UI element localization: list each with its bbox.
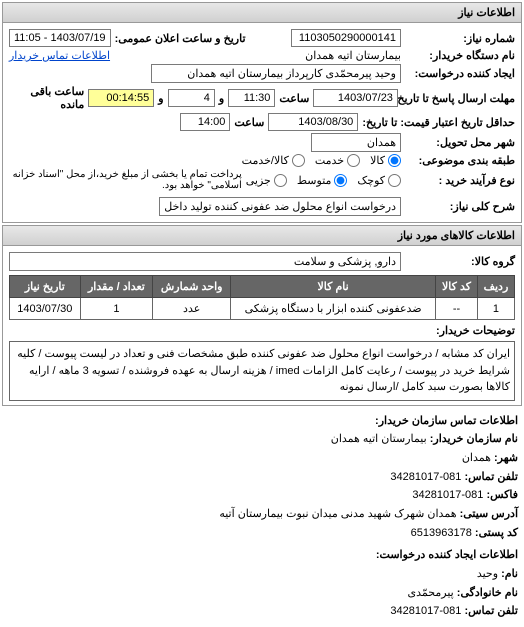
process-note: پرداخت تمام یا بخشی از مبلغ خرید،از محل … (9, 169, 242, 191)
col-date: تاریخ نیاز (10, 276, 81, 298)
cell-name: ضدعفونی کننده ابزار با دستگاه پزشکی (231, 298, 436, 320)
need-info-header: اطلاعات نیاز (3, 3, 521, 23)
city-label: شهر محل تحویل: (405, 136, 515, 149)
group-label: گروه کالا: (405, 255, 515, 268)
deadline-label: مهلت ارسال پاسخ تا تاریخ: (402, 92, 515, 105)
pub-time-label: تاریخ و ساعت اعلان عمومی: (115, 32, 246, 45)
remain-day: 4 (168, 89, 215, 107)
fax-value: 081-34281017 (412, 489, 483, 501)
process-radios: کوچک متوسط جزیی (246, 174, 401, 187)
goods-table: ردیف کد کالا نام کالا واحد شمارش تعداد /… (9, 275, 515, 320)
tel-value: 081-34281017 (390, 471, 461, 483)
tel-label: تلفن تماس: (464, 471, 518, 483)
goods-info-header: اطلاعات کالاهای مورد نیاز (3, 226, 521, 246)
contact-city-label: شهر: (494, 452, 518, 464)
table-row: 1 -- ضدعفونی کننده ابزار با دستگاه پزشکی… (10, 298, 515, 320)
table-header-row: ردیف کد کالا نام کالا واحد شمارش تعداد /… (10, 276, 515, 298)
contact-section: اطلاعات تماس سازمان خریدار: نام سازمان خ… (6, 412, 518, 622)
tel2-label: تلفن تماس: (464, 605, 518, 617)
remain-time: 00:14:55 (88, 89, 154, 107)
org-value: بیمارستان اتیه همدان (331, 433, 427, 445)
buyer-contact-link[interactable]: اطلاعات تماس خریدار (9, 49, 110, 62)
contact-city-value: همدان (462, 452, 491, 464)
cell-code: -- (436, 298, 478, 320)
price-valid-date: 1403/08/30 (268, 113, 358, 131)
subject-opt-goods[interactable]: کالا (370, 154, 401, 167)
contact-hdr2: اطلاعات ایجاد کننده درخواست: (6, 546, 518, 565)
fname-label: نام: (501, 568, 518, 580)
post-value: 6513963178 (411, 527, 472, 539)
city-value: همدان (311, 133, 401, 152)
org-label: نام سازمان خریدار: (430, 433, 518, 445)
process-opt-partial[interactable]: جزیی (246, 174, 287, 187)
creator-value: وحید پیرمحمّدی کارپرداز بیمارستان اتیه ه… (151, 64, 401, 83)
lname-value: پیرمحمّدی (408, 587, 454, 599)
subject-opt-both[interactable]: کالا/خدمت (242, 154, 305, 167)
deadline-date: 1403/07/23 (313, 89, 398, 107)
process-opt-medium[interactable]: متوسط (297, 174, 348, 187)
buyer-label: نام دستگاه خریدار: (405, 49, 515, 62)
price-valid-label: حداقل تاریخ اعتبار قیمت: تا تاریخ: (362, 116, 515, 129)
subject-type-label: طبقه بندی موضوعی: (405, 154, 515, 167)
need-desc-value: درخواست انواع محلول ضد عفونی کننده تولید… (159, 197, 401, 216)
need-no-label: شماره نیاز: (405, 32, 515, 45)
remain-day-label: و (219, 92, 224, 105)
cell-qty: 1 (80, 298, 153, 320)
post-label: کد پستی: (475, 527, 518, 539)
fname-value: وحید (477, 568, 498, 580)
cell-idx: 1 (477, 298, 514, 320)
contact-hdr1: اطلاعات تماس سازمان خریدار: (6, 412, 518, 431)
process-opt-small[interactable]: کوچک (357, 174, 401, 187)
subject-opt-service[interactable]: خدمت (315, 154, 360, 167)
group-value: دارو, پزشکی و سلامت (9, 252, 401, 271)
buyer-desc-value: ایران کد مشابه / درخواست انواع محلول ضد … (9, 341, 515, 401)
addr-label: آدرس سیتی: (460, 508, 518, 520)
cell-date: 1403/07/30 (10, 298, 81, 320)
deadline-hour: 11:30 (228, 89, 275, 107)
deadline-hour-label: ساعت (279, 92, 309, 105)
price-valid-hour-label: ساعت (234, 116, 264, 129)
need-desc-label: شرح کلی نیاز: (405, 200, 515, 213)
subject-type-radios: کالا خدمت کالا/خدمت (242, 154, 401, 167)
addr-value: همدان شهرک شهید مدنی میدان نبوت بیمارستا… (219, 508, 456, 520)
goods-info-panel: اطلاعات کالاهای مورد نیاز گروه کالا: دار… (2, 225, 522, 406)
buyer-value: بیمارستان اتیه همدان (305, 49, 401, 62)
lname-label: نام خانوادگی: (457, 587, 518, 599)
pub-time-value: 1403/07/19 - 11:05 (9, 29, 111, 47)
col-code: کد کالا (436, 276, 478, 298)
buyer-desc-label: توضیحات خریدار: (405, 324, 515, 337)
need-no-value: 1103050290000141 (291, 29, 401, 47)
col-qty: تعداد / مقدار (80, 276, 153, 298)
fax-label: فاکس: (486, 489, 518, 501)
col-name: نام کالا (231, 276, 436, 298)
need-info-panel: اطلاعات نیاز شماره نیاز: 110305029000014… (2, 2, 522, 223)
cell-unit: عدد (153, 298, 231, 320)
col-idx: ردیف (477, 276, 514, 298)
remain-suffix: ساعت باقی مانده (9, 85, 84, 111)
creator-label: ایجاد کننده درخواست: (405, 67, 515, 80)
process-label: نوع فرآیند خرید : (405, 174, 515, 187)
tel2-value: 081-34281017 (390, 605, 461, 617)
price-valid-hour: 14:00 (180, 113, 230, 131)
col-unit: واحد شمارش (153, 276, 231, 298)
